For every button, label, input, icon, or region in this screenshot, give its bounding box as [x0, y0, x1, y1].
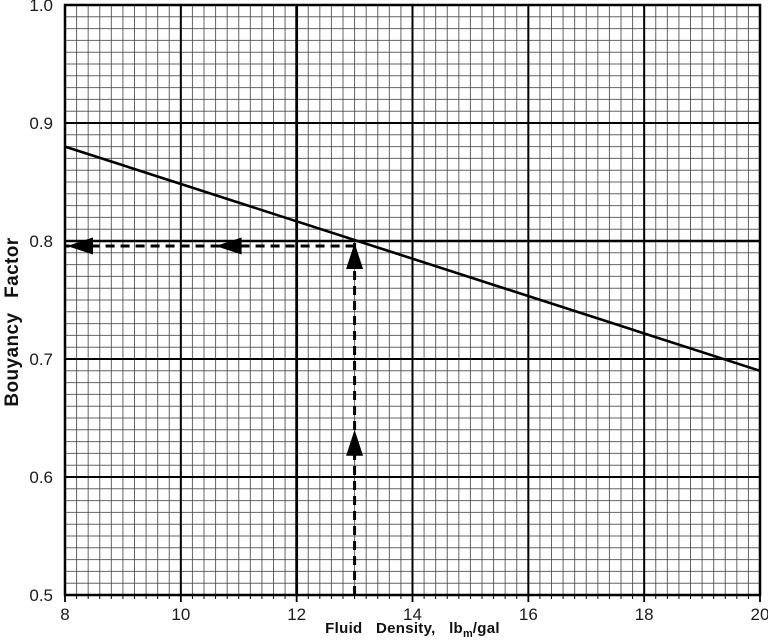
- y-tick-label: 0.8: [29, 232, 53, 251]
- y-tick-label: 1.0: [29, 0, 53, 15]
- y-tick-label: 0.6: [29, 468, 53, 487]
- left-arrow-icon: [67, 237, 93, 255]
- x-tick-label: 10: [171, 605, 190, 624]
- x-axis-title: Fluid Density, lbm/gal: [65, 620, 760, 640]
- up-arrow-icon: [346, 243, 364, 269]
- x-tick-label: 8: [60, 605, 69, 624]
- left-arrow-icon: [215, 237, 242, 255]
- x-tick-label: 18: [635, 605, 654, 624]
- x-tick-label: 14: [403, 605, 422, 624]
- x-tick-label: 16: [519, 605, 538, 624]
- y-tick-label: 0.5: [29, 586, 53, 605]
- buoyancy-factor-line: [64, 145, 761, 373]
- x-tick-label: 20: [751, 605, 768, 624]
- y-tick-label: 0.7: [29, 350, 53, 369]
- x-axis-title-text: Fluid Density, lb: [325, 620, 463, 637]
- x-axis-title-subscript: m: [463, 628, 473, 640]
- x-axis-title-unit: /gal: [472, 620, 500, 637]
- y-tick-label: 0.9: [29, 114, 53, 133]
- x-tick-label: 12: [287, 605, 306, 624]
- up-arrow-icon: [346, 429, 364, 456]
- y-axis-title: Bouyancy Factor: [2, 237, 23, 407]
